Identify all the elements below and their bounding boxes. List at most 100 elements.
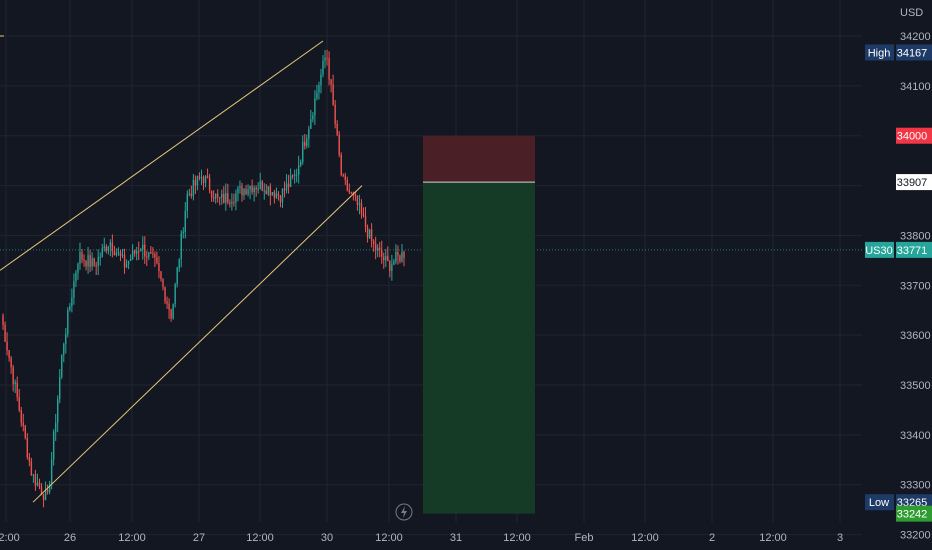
x-tick-label: 12:00 [631,532,659,544]
candle-body [273,192,276,198]
x-tick-label: 12:00 [246,532,274,544]
candle-body [59,377,61,400]
candle-body [89,255,91,267]
candle-body [32,474,35,476]
candle-body [358,203,361,205]
candle-body [314,98,316,116]
x-tick-label: 2 [709,532,715,544]
candle-body [225,193,227,203]
candle-body [227,193,229,203]
candle-body [18,397,20,411]
candle-body [129,259,132,261]
time-axis[interactable]: 12:00 26 12:00 27 12:00 30 12:00 31 12:00 Feb 12:0… [0,532,843,544]
candle-body [67,309,69,334]
candle-body [223,193,225,203]
candle-body [133,250,136,254]
candle-body [221,193,223,198]
candle-body [113,251,116,256]
candle-body [308,128,310,139]
candle-body [291,175,294,177]
low-badge-label: Low [869,497,889,509]
candle-body [119,252,122,256]
candle-body [289,175,292,187]
lightning-icon[interactable] [395,503,413,521]
candle-body [267,186,270,195]
candle-body [310,119,312,129]
x-tick-label: 12:00 [375,532,403,544]
candle-body [42,494,45,501]
candle-body [320,74,322,86]
candle-body [277,193,280,196]
position-tool[interactable] [423,135,535,514]
candle-body [259,181,261,189]
x-tick-label: Feb [575,532,594,544]
candle-body [344,175,346,181]
y-tick-label: 33700 [900,280,931,292]
candle-body [73,281,75,298]
candle-body [168,303,170,310]
entry-badge-value-box [896,174,932,191]
candle-body [328,58,330,80]
stop-loss-zone[interactable] [423,135,535,183]
x-tick-label: 12:00 [759,532,787,544]
candle-body [123,254,126,268]
candle-body [4,324,6,342]
x-tick-label: 12:00 [118,532,146,544]
high-badge-label-box [865,44,894,61]
candle-body [12,367,14,385]
channel-lines[interactable] [0,35,363,503]
candle-body [170,309,172,319]
candle-body [111,242,114,252]
x-tick-label: 27 [193,532,205,544]
target-badge-value: 33242 [897,509,928,521]
candle-body [22,422,24,426]
candle-body [95,265,97,267]
candle-body [346,180,348,191]
candle-body [14,382,16,385]
candle-body [156,257,158,263]
y-tick-label: 33800 [900,230,931,242]
candle-body [287,183,290,187]
candle-body [271,192,274,196]
candle-body [397,252,399,256]
candle-body [101,248,103,257]
candle-body [24,425,27,438]
candle-body [50,459,53,485]
high-badge-label: High [868,47,891,59]
candle-body [293,174,296,177]
candle-body [231,202,233,204]
candle-body [350,192,353,194]
candle-body [243,188,245,196]
x-tick-label: 30 [321,532,333,544]
channel-lower-line[interactable] [32,185,363,503]
candle-body [202,177,205,183]
candle-body [121,254,124,256]
candle-body [158,262,160,272]
candle-body [186,193,189,211]
channel-upper-line[interactable] [0,40,324,271]
candle-body [263,190,265,192]
candle-body [71,297,73,307]
y-tick-label: 34100 [900,81,931,93]
candle-body [160,271,162,280]
take-profit-zone[interactable] [423,182,535,514]
candle-body [393,261,395,265]
candle-body [360,203,363,214]
candle-body [326,58,328,60]
candle-body [219,197,221,199]
candle-body [334,104,336,124]
candle-body [85,261,87,267]
y-tick-label: 34200 [900,31,931,43]
candle-body [184,210,186,232]
candle-body [368,229,371,238]
candle-body [87,255,89,267]
candle-body [336,123,338,135]
last-badge-label: US30 [865,245,893,257]
candle-body [36,482,39,486]
candle-body [127,260,130,265]
candle-body [318,85,320,93]
candle-body [180,233,182,260]
candle-body [125,264,128,268]
candle-body [135,251,138,254]
